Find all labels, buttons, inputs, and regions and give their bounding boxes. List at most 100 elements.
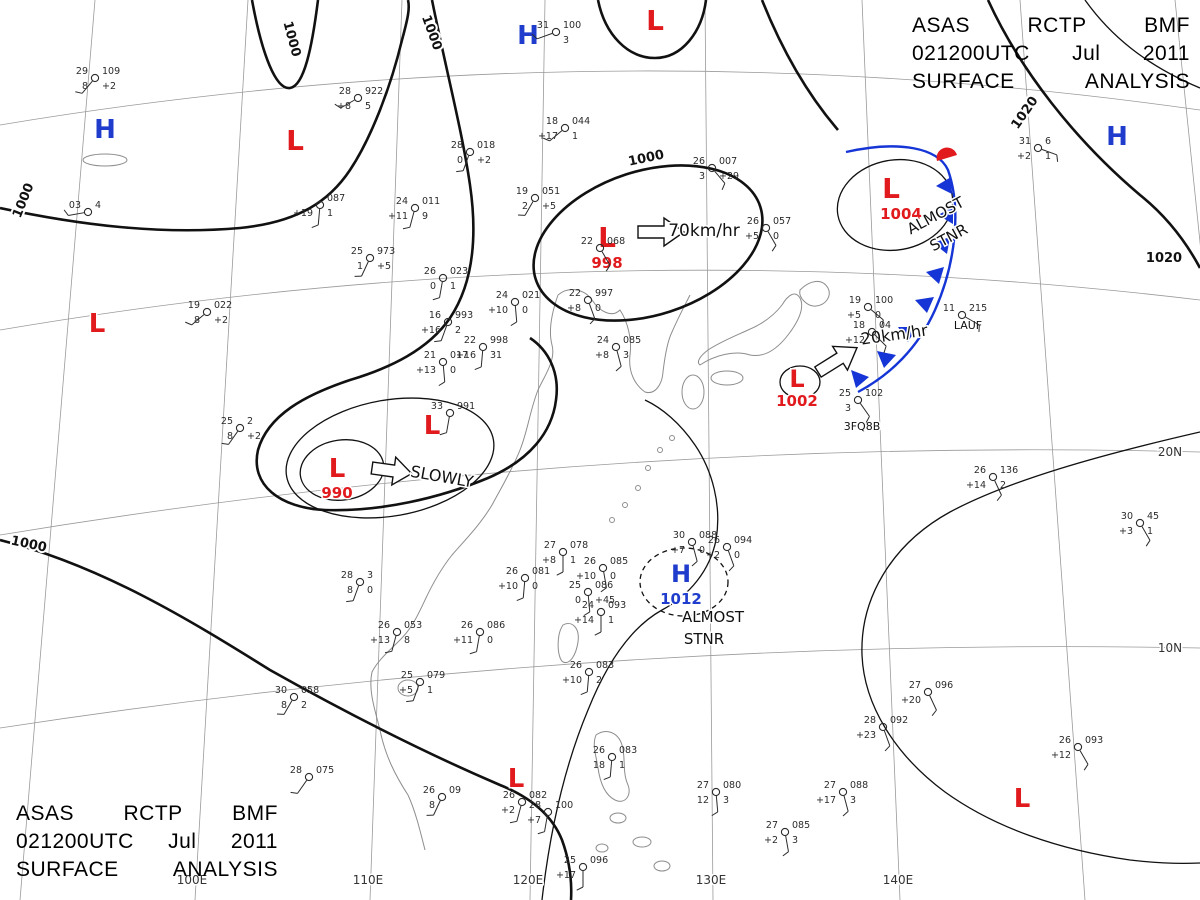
station-plot: 27 085 +2 3	[764, 820, 810, 857]
svg-text:25: 25	[351, 246, 363, 257]
isobar-1020-northeast	[986, 0, 1200, 269]
graticule-label: 20N	[1158, 445, 1182, 459]
station-plot: 26 081 +10 0	[498, 566, 550, 602]
svg-text:19: 19	[188, 300, 200, 311]
svg-text:30: 30	[1121, 511, 1133, 522]
svg-text:068: 068	[607, 236, 625, 247]
svg-text:993: 993	[455, 310, 473, 321]
coastlines	[82, 153, 830, 872]
svg-text:0: 0	[367, 585, 373, 596]
station-plot: 25 102 3	[839, 388, 883, 423]
svg-text:093: 093	[1085, 735, 1103, 746]
station-plot: 26 086 +11 0	[453, 620, 505, 655]
annotation-label: 3FQ8B	[844, 420, 881, 433]
station-plot: 33 991	[431, 401, 475, 436]
svg-text:1: 1	[619, 760, 625, 771]
svg-text:+2: +2	[247, 431, 261, 442]
isobar-1002-low	[779, 365, 821, 399]
svg-text:+17: +17	[556, 870, 576, 881]
svg-text:078: 078	[570, 540, 588, 551]
station-plot: 26 053 +13 8	[370, 620, 422, 654]
svg-text:26: 26	[570, 660, 582, 671]
station-plot: 11 215	[943, 303, 987, 333]
svg-text:21: 21	[424, 350, 436, 361]
svg-text:3: 3	[850, 795, 856, 806]
annotation-label: 70km/hr	[668, 221, 740, 241]
station-plot: 26 083 +10 2	[562, 660, 614, 696]
graticule-longitude-lines	[19, 0, 1200, 900]
isobar-1004-low	[836, 158, 954, 252]
pressure-center-l: L	[645, 3, 666, 39]
station-plot: 24 021 +10 0	[488, 290, 540, 327]
isobar-topcenter-low	[596, 0, 708, 60]
svg-text:28: 28	[339, 86, 351, 97]
svg-text:011: 011	[422, 196, 440, 207]
graticule-label: 10N	[1158, 641, 1182, 655]
svg-text:25: 25	[839, 388, 851, 399]
svg-text:100: 100	[563, 20, 581, 31]
issuing-center: RCTP	[123, 802, 183, 825]
svg-text:082: 082	[529, 790, 547, 801]
svg-text:L: L	[89, 309, 106, 339]
svg-text:3: 3	[623, 350, 629, 361]
warm-front-semicircle	[936, 147, 957, 161]
annotation-label: LAUF	[954, 319, 982, 332]
svg-text:19: 19	[516, 186, 528, 197]
station-plot: 22 998 +16 31	[456, 335, 508, 371]
svg-text:+10: +10	[498, 581, 518, 592]
svg-text:09: 09	[449, 785, 461, 796]
svg-text:051: 051	[542, 186, 560, 197]
isobar-label: 1000	[9, 533, 48, 555]
svg-text:3: 3	[723, 795, 729, 806]
svg-text:27: 27	[824, 780, 836, 791]
pressure-center-l: L	[506, 763, 526, 796]
svg-text:26: 26	[503, 790, 515, 801]
bulletin-code: BMF	[1144, 14, 1190, 37]
svg-text:25: 25	[564, 855, 576, 866]
bulletin-code: BMF	[232, 802, 278, 825]
svg-text:007: 007	[719, 156, 737, 167]
svg-text:093: 093	[608, 600, 626, 611]
isobar-east-trough	[760, 0, 839, 131]
svg-text:1004: 1004	[880, 205, 922, 223]
station-plot: 19 022 8 +2	[185, 300, 232, 326]
annotation-label: SLOWLY	[409, 462, 475, 492]
station-plot: 31 6 +2 1	[1017, 136, 1059, 162]
svg-text:1002: 1002	[776, 392, 818, 410]
svg-text:24: 24	[597, 335, 609, 346]
svg-text:+8: +8	[595, 350, 609, 361]
svg-text:30: 30	[673, 530, 685, 541]
svg-text:3: 3	[699, 171, 705, 182]
svg-text:092: 092	[890, 715, 908, 726]
svg-text:25: 25	[401, 670, 413, 681]
svg-text:998: 998	[490, 335, 508, 346]
svg-text:28: 28	[864, 715, 876, 726]
isobar-label: 1000	[279, 20, 303, 59]
station-plot: 25 079 +5 1	[399, 670, 445, 703]
station-plot: 22 997 +8 0	[567, 288, 613, 325]
svg-text:+8: +8	[567, 303, 581, 314]
svg-text:044: 044	[572, 116, 590, 127]
graticule-label: 130E	[696, 873, 727, 887]
svg-text:081: 081	[532, 566, 550, 577]
svg-text:+2: +2	[102, 81, 116, 92]
labels-overlay: HHHH1012LLLL998LL990L1004L1002LL70km/hr2…	[7, 3, 1184, 891]
station-plot: 27 078 +8 1	[542, 540, 588, 576]
station-plot: 24 011 +11 9	[388, 196, 440, 230]
station-plot: 30 058 8 2	[275, 685, 319, 715]
svg-text:11: 11	[943, 303, 955, 314]
svg-text:088: 088	[850, 780, 868, 791]
svg-text:990: 990	[321, 484, 352, 502]
annotation-label: STNR	[684, 630, 724, 648]
svg-text:083: 083	[596, 660, 614, 671]
svg-text:1: 1	[570, 555, 576, 566]
svg-text:+8: +8	[337, 101, 351, 112]
svg-text:26: 26	[747, 216, 759, 227]
svg-text:31: 31	[1019, 136, 1031, 147]
svg-text:31: 31	[537, 20, 549, 31]
station-plot: 22 068	[581, 236, 625, 272]
svg-text:22: 22	[464, 335, 476, 346]
svg-text:26: 26	[1059, 735, 1071, 746]
